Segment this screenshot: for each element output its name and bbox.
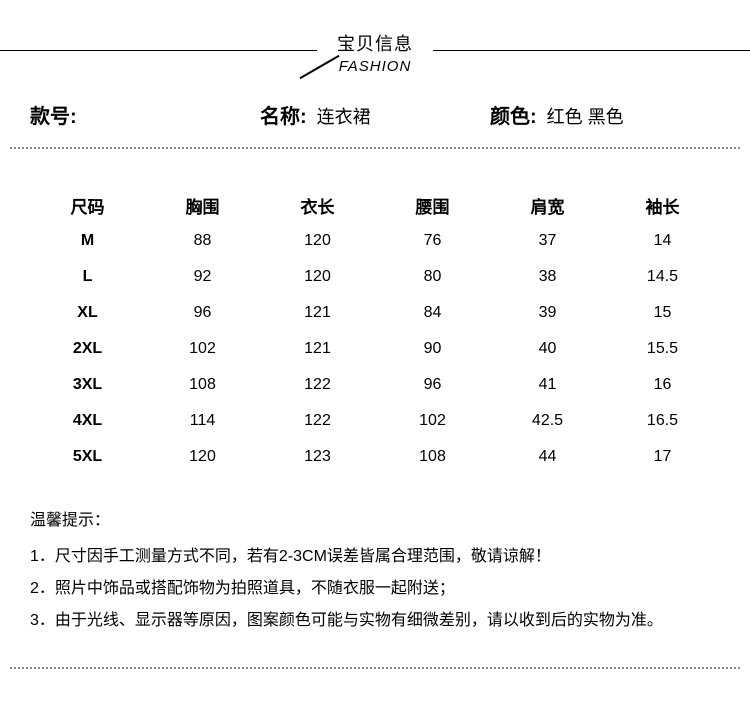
table-body: M88120763714L92120803814.5XL961218439152… (30, 223, 720, 475)
dotted-divider-top (10, 147, 740, 149)
table-cell: 122 (260, 376, 375, 394)
table-cell: 122 (260, 412, 375, 430)
table-cell: 42.5 (490, 412, 605, 430)
tips-section: 温馨提示： 1．尺寸因手工测量方式不同，若有2-3CM误差皆属合理范围，敬请谅解… (0, 485, 750, 657)
tips-item: 1．尺寸因手工测量方式不同，若有2-3CM误差皆属合理范围，敬请谅解！ (30, 541, 720, 573)
table-header-row: 尺码 胸围 衣长 腰围 肩宽 袖长 (30, 187, 720, 223)
table-cell: 38 (490, 268, 605, 286)
table-cell: 102 (375, 412, 490, 430)
col-header: 腰围 (375, 193, 490, 218)
table-cell: 108 (375, 448, 490, 466)
header-title-box: 宝贝信息 FASHION (317, 30, 433, 76)
table-cell: 44 (490, 448, 605, 466)
table-row: M88120763714 (30, 223, 720, 259)
table-cell: M (30, 232, 145, 250)
table-cell: L (30, 268, 145, 286)
col-header: 袖长 (605, 193, 720, 218)
table-cell: 37 (490, 232, 605, 250)
table-cell: 90 (375, 340, 490, 358)
table-cell: 14.5 (605, 268, 720, 286)
tips-title: 温馨提示： (30, 505, 720, 537)
table-cell: 3XL (30, 376, 145, 394)
table-cell: 15.5 (605, 340, 720, 358)
col-header: 胸围 (145, 193, 260, 218)
table-cell: 4XL (30, 412, 145, 430)
dotted-divider-bottom (10, 667, 740, 669)
table-cell: 17 (605, 448, 720, 466)
header: 宝贝信息 FASHION (0, 20, 750, 80)
info-name-value: 连衣裙 (317, 103, 371, 129)
table-cell: 114 (145, 412, 260, 430)
col-header: 尺码 (30, 193, 145, 218)
header-title-en: FASHION (339, 58, 412, 75)
info-color: 颜色: 红色 黑色 (490, 100, 720, 129)
info-name-label: 名称: (260, 100, 307, 129)
table-row: 4XL11412210242.516.5 (30, 403, 720, 439)
table-cell: 16 (605, 376, 720, 394)
table-cell: 92 (145, 268, 260, 286)
tips-item: 2．照片中饰品或搭配饰物为拍照道具，不随衣服一起附送； (30, 573, 720, 605)
table-cell: 40 (490, 340, 605, 358)
info-name: 名称: 连衣裙 (260, 100, 490, 129)
table-cell: 120 (145, 448, 260, 466)
col-header: 衣长 (260, 193, 375, 218)
table-cell: 96 (145, 304, 260, 322)
table-row: XL96121843915 (30, 295, 720, 331)
header-title-cn: 宝贝信息 (337, 30, 413, 56)
table-cell: 120 (260, 232, 375, 250)
info-color-label: 颜色: (490, 100, 537, 129)
table-cell: 5XL (30, 448, 145, 466)
table-cell: 88 (145, 232, 260, 250)
info-model-label: 款号: (30, 100, 77, 129)
table-cell: 41 (490, 376, 605, 394)
table-cell: 76 (375, 232, 490, 250)
tips-item: 3．由于光线、显示器等原因，图案颜色可能与实物有细微差别，请以收到后的实物为准。 (30, 605, 720, 637)
header-slash-icon (299, 55, 339, 79)
table-cell: 96 (375, 376, 490, 394)
table-cell: 123 (260, 448, 375, 466)
table-cell: 120 (260, 268, 375, 286)
table-cell: 84 (375, 304, 490, 322)
table-cell: 14 (605, 232, 720, 250)
info-model: 款号: (30, 100, 260, 129)
table-cell: XL (30, 304, 145, 322)
table-cell: 108 (145, 376, 260, 394)
table-cell: 15 (605, 304, 720, 322)
product-info-row: 款号: 名称: 连衣裙 颜色: 红色 黑色 (0, 90, 750, 139)
col-header: 肩宽 (490, 193, 605, 218)
table-cell: 121 (260, 304, 375, 322)
table-cell: 2XL (30, 340, 145, 358)
table-row: L92120803814.5 (30, 259, 720, 295)
header-title-en-wrap: FASHION (339, 58, 412, 76)
table-cell: 16.5 (605, 412, 720, 430)
table-row: 3XL108122964116 (30, 367, 720, 403)
size-table: 尺码 胸围 衣长 腰围 肩宽 袖长 M88120763714L921208038… (0, 157, 750, 485)
table-cell: 80 (375, 268, 490, 286)
table-row: 2XL102121904015.5 (30, 331, 720, 367)
table-row: 5XL1201231084417 (30, 439, 720, 475)
table-cell: 39 (490, 304, 605, 322)
table-cell: 102 (145, 340, 260, 358)
info-color-value: 红色 黑色 (547, 103, 624, 129)
table-cell: 121 (260, 340, 375, 358)
